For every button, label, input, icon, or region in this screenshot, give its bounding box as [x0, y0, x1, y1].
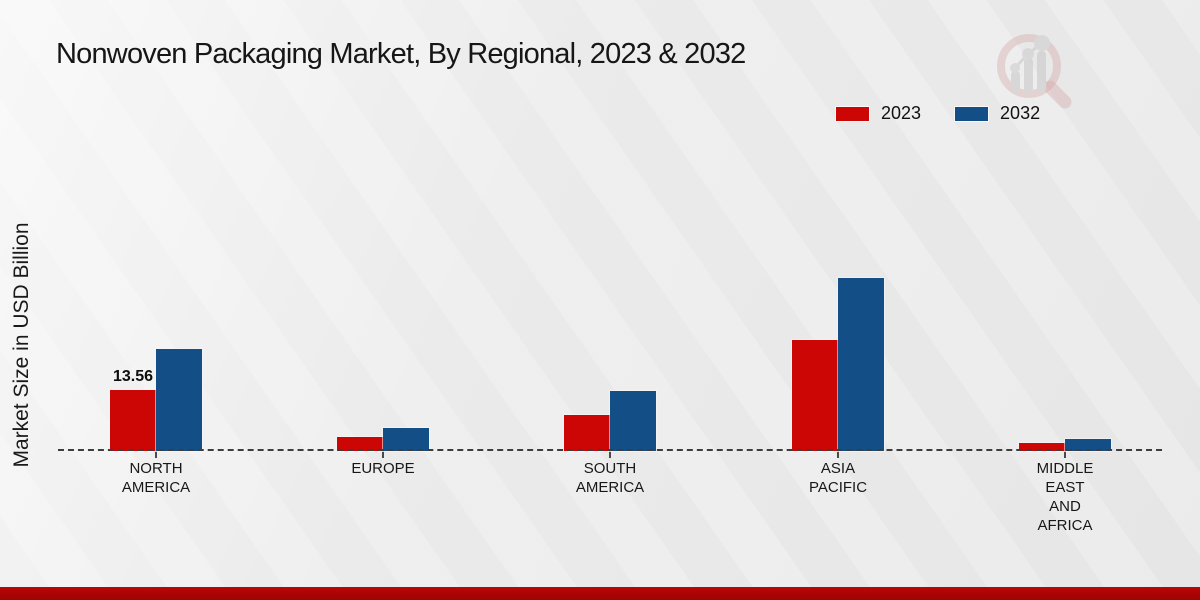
- axis-tick-asia-pacific: [837, 451, 839, 458]
- footer-accent-bar: [0, 587, 1200, 600]
- data-label-2023-north-america: 13.56: [112, 368, 154, 385]
- legend-label-2023: 2023: [881, 103, 922, 123]
- bar-2023-europe: [337, 437, 383, 451]
- axis-tick-europe: [382, 451, 384, 458]
- magnifier-bar-chart-logo-icon: [997, 34, 1072, 109]
- axis-tick-middle-east-and-africa: [1064, 451, 1066, 458]
- category-label-north-america: NORTH AMERICA: [121, 460, 191, 496]
- bar-2032-asia-pacific: [838, 278, 884, 451]
- bar-2023-asia-pacific: [792, 340, 838, 451]
- legend: 2023 2032: [836, 103, 1040, 124]
- bar-2023-north-america: [110, 390, 156, 451]
- axis-tick-south-america: [609, 451, 611, 458]
- legend-swatch-2032: [955, 106, 989, 121]
- bar-2032-europe: [383, 428, 429, 451]
- category-label-middle-east-and-africa: MIDDLE EAST AND AFRICA: [1036, 460, 1094, 534]
- chart-title: Nonwoven Packaging Market, By Regional, …: [56, 38, 746, 70]
- category-label-south-america: SOUTH AMERICA: [575, 460, 645, 496]
- zero-baseline: [58, 449, 1162, 451]
- legend-item-2032: 2032: [955, 103, 1040, 124]
- category-label-asia-pacific: ASIA PACIFIC: [808, 460, 868, 496]
- bar-2023-middle-east-and-africa: [1019, 443, 1065, 451]
- bar-2023-south-america: [564, 415, 610, 451]
- legend-label-2032: 2032: [1000, 103, 1041, 123]
- axis-tick-north-america: [155, 451, 157, 458]
- legend-item-2023: 2023: [836, 103, 921, 124]
- bar-2032-middle-east-and-africa: [1065, 439, 1111, 451]
- category-label-europe: EUROPE: [351, 460, 415, 477]
- bar-2032-south-america: [610, 391, 656, 451]
- bar-2032-north-america: [156, 349, 202, 451]
- legend-swatch-2023: [836, 106, 869, 121]
